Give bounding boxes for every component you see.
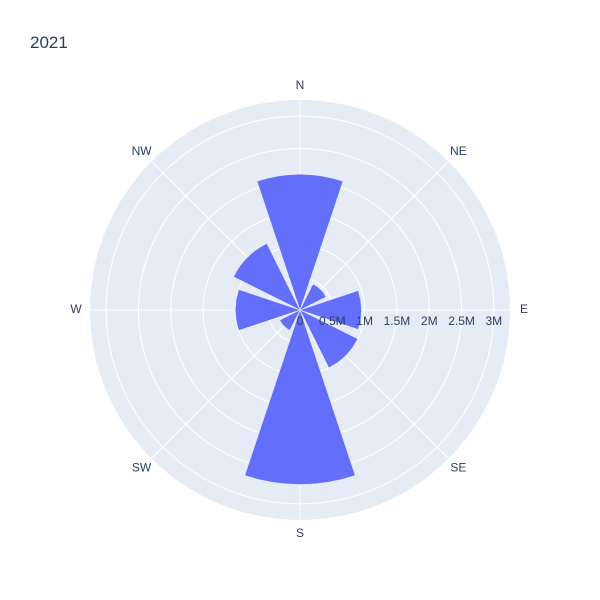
radial-tick-label: 0.5M xyxy=(319,314,346,328)
angular-gridline xyxy=(151,309,301,459)
direction-label-n: N xyxy=(296,78,305,92)
direction-label-sw: SW xyxy=(132,461,152,475)
radial-tick-label: 0 xyxy=(297,314,304,328)
radial-tick-label: 1.5M xyxy=(384,314,411,328)
bar-se xyxy=(299,309,359,369)
direction-label-w: W xyxy=(70,302,82,316)
direction-label-s: S xyxy=(296,526,304,540)
angular-gridline xyxy=(299,161,449,311)
bar-nw xyxy=(233,243,301,311)
direction-label-se: SE xyxy=(450,461,466,475)
bar-ne xyxy=(299,283,327,311)
radial-tick-label: 1M xyxy=(356,314,373,328)
direction-label-nw: NW xyxy=(132,144,153,158)
bar-e xyxy=(299,290,362,330)
bar-n xyxy=(256,174,344,311)
direction-label-e: E xyxy=(520,302,528,316)
bar-s xyxy=(244,309,356,485)
radial-tick-label: 2M xyxy=(421,314,438,328)
bar-sw xyxy=(279,309,301,331)
direction-label-ne: NE xyxy=(450,144,467,158)
radial-tick-label: 2.5M xyxy=(448,314,475,328)
radial-tick-label: 3M xyxy=(486,314,503,328)
chart-title: 2021 xyxy=(30,33,68,52)
bar-w xyxy=(235,289,301,331)
